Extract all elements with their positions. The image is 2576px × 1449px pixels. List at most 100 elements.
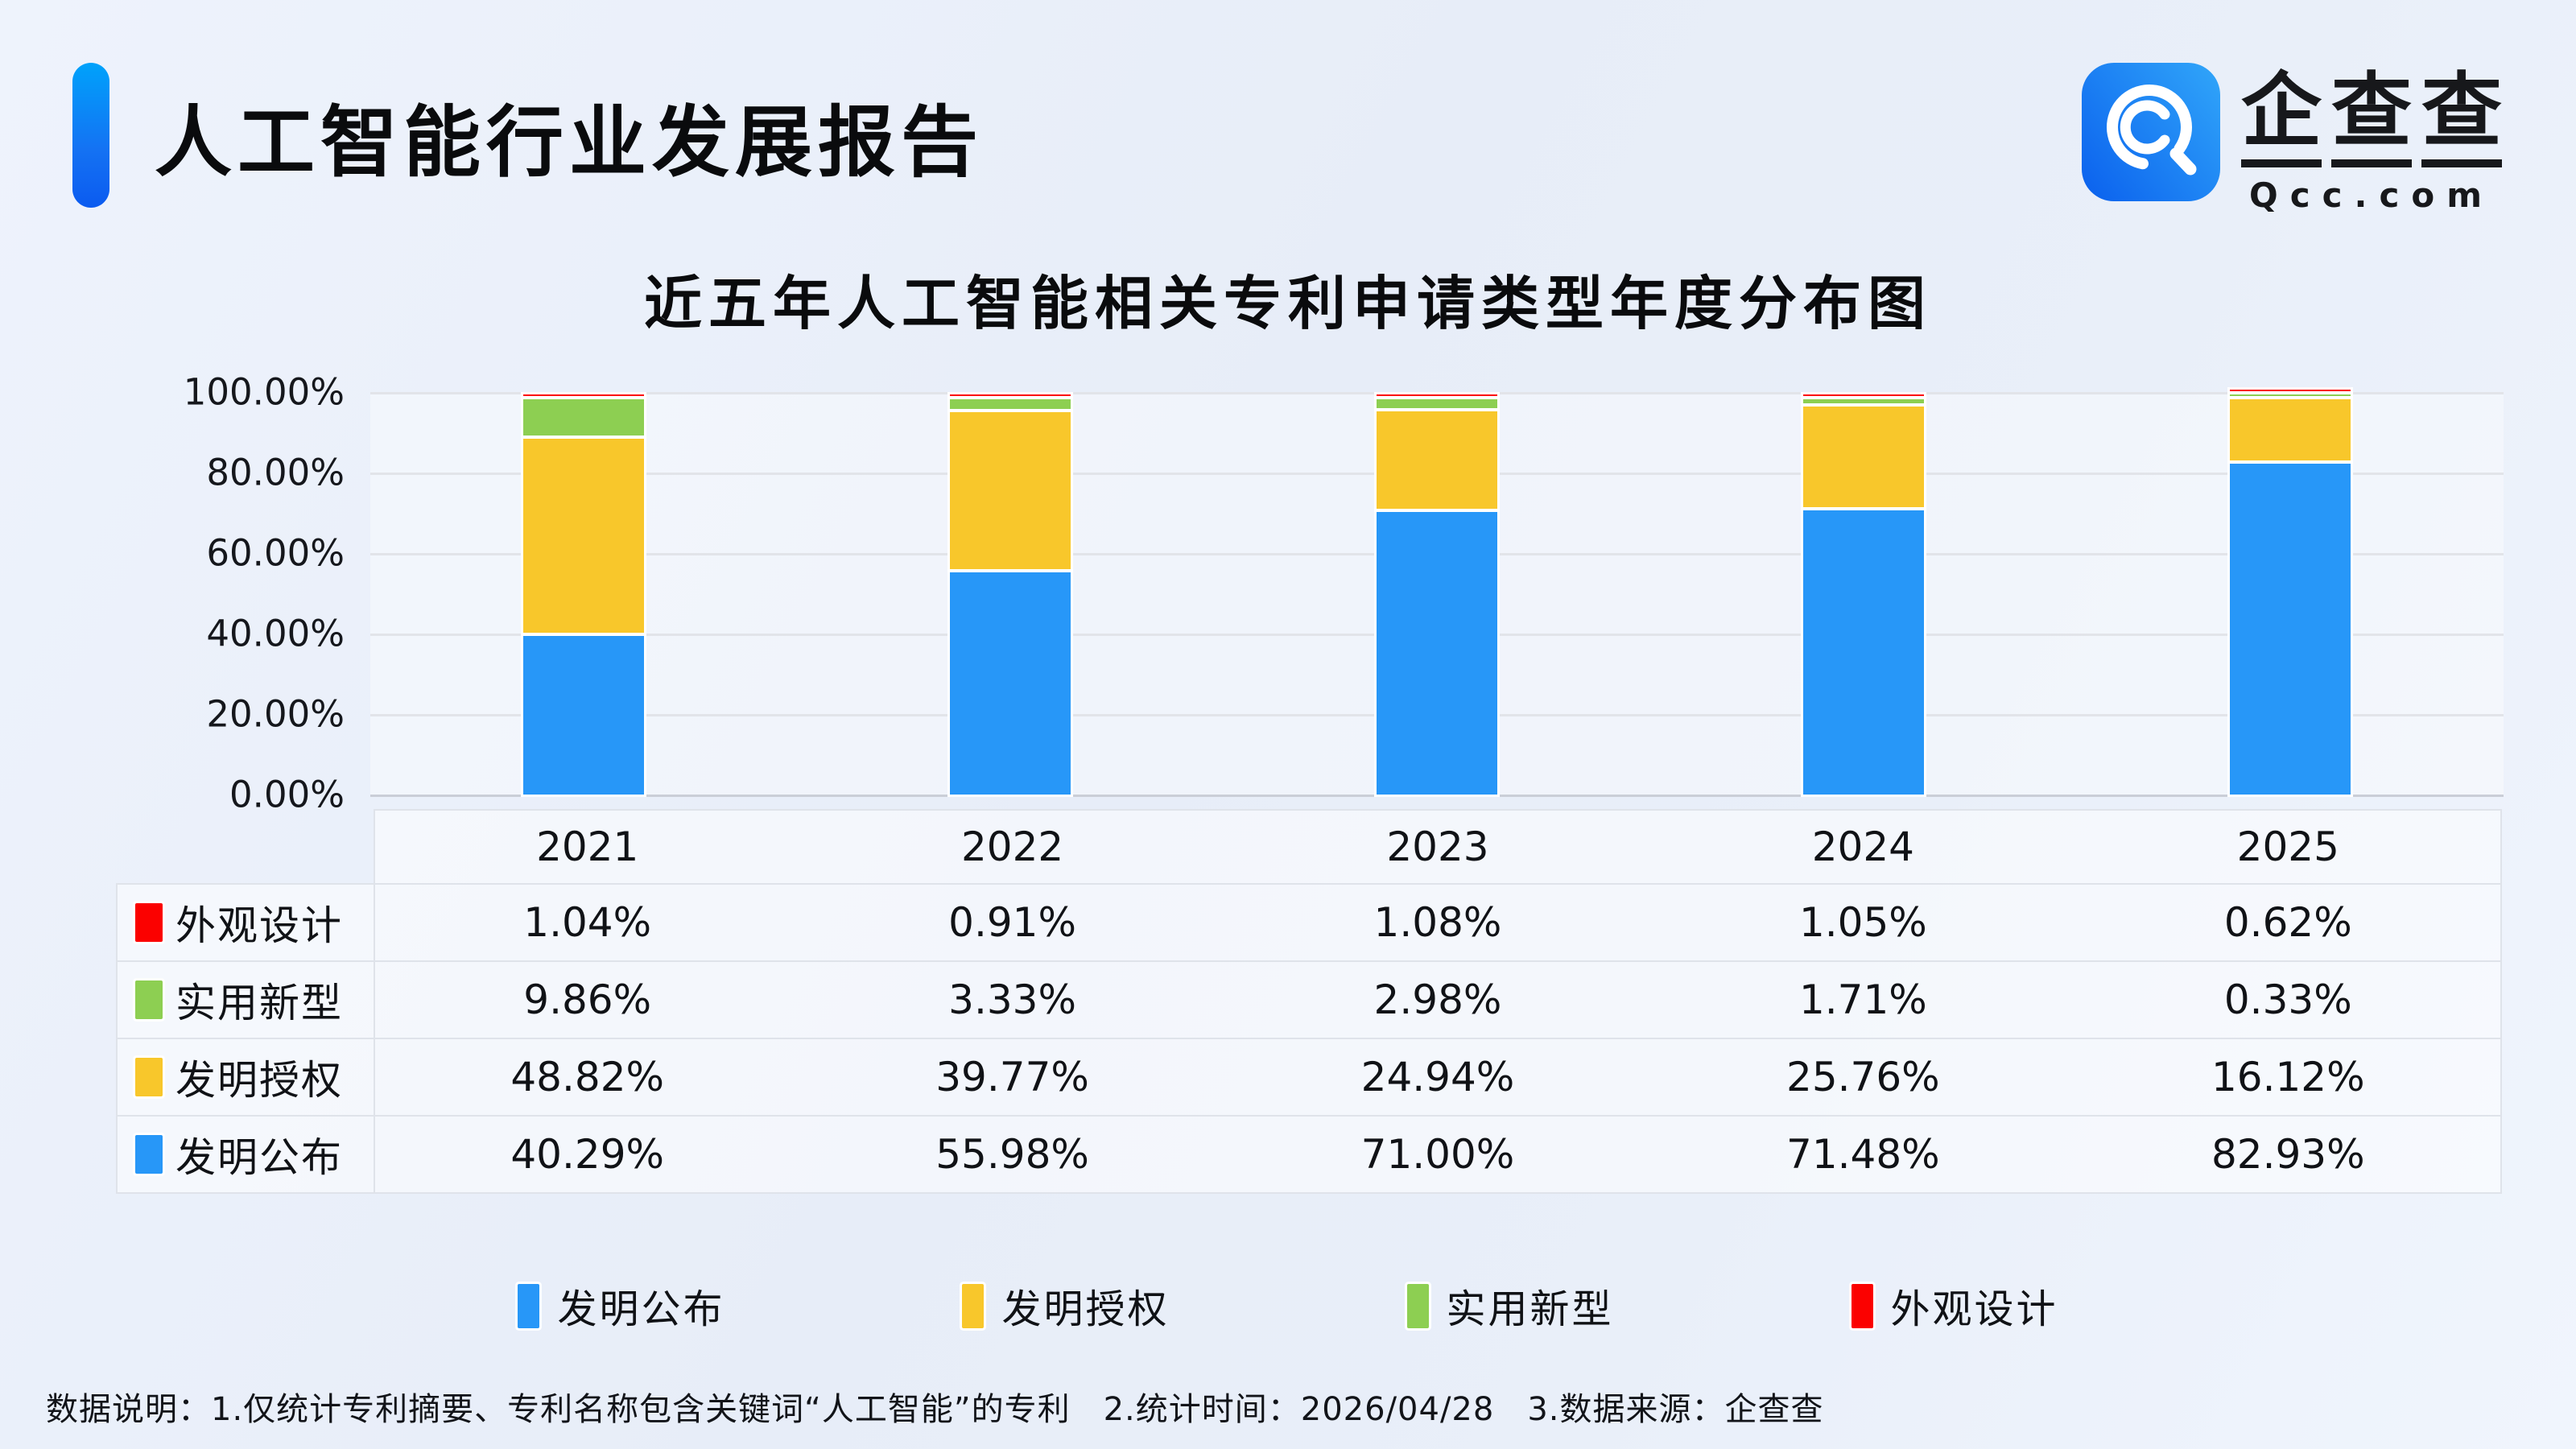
table-value-cell: 39.77% bbox=[799, 1038, 1225, 1117]
bar-segment bbox=[1377, 399, 1497, 409]
qcc-logo-cn-char: 查 bbox=[2421, 68, 2502, 167]
series-color-swatch bbox=[135, 1135, 163, 1174]
bar-segment bbox=[2230, 464, 2351, 795]
legend-color-swatch bbox=[962, 1284, 985, 1328]
bar-segment bbox=[1377, 394, 1497, 397]
table-row: 发明授权 48.82% 39.77% 24.94% 25.76% 16.12% bbox=[116, 1038, 2503, 1117]
table-year-header: 2023 bbox=[1224, 809, 1651, 885]
legend-label: 发明公布 bbox=[557, 1286, 725, 1332]
bar-segment bbox=[2230, 389, 2351, 391]
series-color-swatch bbox=[135, 980, 163, 1019]
table-value-cell: 24.94% bbox=[1224, 1038, 1651, 1117]
table-value-cell: 55.98% bbox=[799, 1115, 1225, 1194]
series-label: 外观设计 bbox=[175, 902, 343, 949]
bar-slot-2023 bbox=[1224, 392, 1650, 795]
bar-slot-2025 bbox=[2077, 389, 2504, 795]
bar-segment bbox=[2230, 398, 2351, 461]
legend-item: 实用新型 bbox=[1406, 1278, 1614, 1335]
series-label: 发明授权 bbox=[175, 1057, 343, 1104]
bar-slot-2021 bbox=[370, 392, 797, 795]
table-year-header: 2022 bbox=[799, 809, 1225, 885]
table-value-cell: 71.00% bbox=[1224, 1115, 1651, 1194]
legend-label: 实用新型 bbox=[1446, 1286, 1614, 1332]
table-row: 发明公布 40.29% 55.98% 71.00% 71.48% 82.93% bbox=[116, 1115, 2503, 1194]
bar-segment bbox=[2230, 394, 2351, 396]
qcc-logo-en: Qcc.com bbox=[2249, 175, 2494, 215]
gridline bbox=[370, 795, 2504, 797]
y-axis-tick-label: 20.00% bbox=[206, 692, 345, 736]
table-value-cell: 1.04% bbox=[373, 883, 800, 962]
y-axis-tick-label: 60.00% bbox=[206, 531, 345, 575]
table-value-cell: 1.71% bbox=[1650, 960, 2076, 1039]
bar-segment bbox=[950, 572, 1071, 795]
series-color-swatch bbox=[135, 1058, 163, 1096]
table-value-cell: 0.33% bbox=[2075, 960, 2503, 1039]
table-row-header: 发明授权 bbox=[116, 1038, 374, 1117]
bar-segment bbox=[523, 399, 644, 436]
chart-area: 100.00% 80.00% 60.00% 40.00% 20.00% 0.00% bbox=[36, 371, 2504, 816]
table-year-header: 2021 bbox=[373, 809, 800, 885]
bar-segment bbox=[1377, 411, 1497, 509]
data-table-wrap: 2021 2022 2023 2024 2025 外观设计 1.04% 0.91% 1.08%… bbox=[116, 809, 2503, 1194]
table-header-row: 2021 2022 2023 2024 2025 bbox=[117, 809, 2503, 885]
y-axis-tick-label: 0.00% bbox=[229, 773, 345, 816]
table-value-cell: 48.82% bbox=[373, 1038, 800, 1117]
stacked-bar-2021 bbox=[523, 394, 644, 795]
series-label: 实用新型 bbox=[175, 980, 343, 1026]
table-row-header: 实用新型 bbox=[116, 960, 374, 1039]
table-row: 外观设计 1.04% 0.91% 1.08% 1.05% 0.62% bbox=[116, 883, 2503, 962]
bars bbox=[370, 389, 2504, 795]
bar-segment bbox=[1377, 512, 1497, 795]
title-accent-bar bbox=[72, 63, 109, 208]
bar-segment bbox=[523, 635, 644, 795]
bar-segment bbox=[1803, 394, 1924, 397]
gridline bbox=[370, 392, 2504, 394]
y-axis-tick-label: 80.00% bbox=[206, 451, 345, 494]
table-value-cell: 40.29% bbox=[373, 1115, 800, 1194]
bar-segment bbox=[1803, 406, 1924, 507]
data-table: 2021 2022 2023 2024 2025 外观设计 1.04% 0.91% 1.08%… bbox=[116, 809, 2503, 1194]
legend-color-swatch bbox=[1851, 1284, 1873, 1328]
legend-label: 发明授权 bbox=[1001, 1286, 1170, 1332]
legend-color-swatch bbox=[518, 1284, 540, 1328]
qcc-logo: 企查查 Qcc.com bbox=[2082, 63, 2502, 215]
table-value-cell: 1.08% bbox=[1224, 883, 1651, 962]
table-value-cell: 82.93% bbox=[2075, 1115, 2503, 1194]
table-row-header: 发明公布 bbox=[116, 1115, 374, 1194]
table-value-cell: 71.48% bbox=[1650, 1115, 2076, 1194]
header: 人工智能行业发展报告 企查查 Qcc.com bbox=[0, 0, 2576, 216]
series-color-swatch bbox=[135, 903, 163, 942]
table-row: 实用新型 9.86% 3.33% 2.98% 1.71% 0.33% bbox=[116, 960, 2503, 1039]
bar-segment bbox=[950, 394, 1071, 396]
series-label: 发明公布 bbox=[175, 1134, 343, 1181]
table-value-cell: 9.86% bbox=[373, 960, 800, 1039]
legend-item: 外观设计 bbox=[1851, 1278, 2058, 1335]
plot-area bbox=[370, 389, 2504, 797]
table-value-cell: 25.76% bbox=[1650, 1038, 2076, 1117]
table-value-cell: 2.98% bbox=[1224, 960, 1651, 1039]
qcc-logo-icon bbox=[2082, 63, 2220, 201]
y-axis-tick-label: 40.00% bbox=[206, 612, 345, 655]
bar-slot-2022 bbox=[797, 392, 1224, 795]
stacked-bar-2022 bbox=[950, 394, 1071, 795]
qcc-logo-cn: 企查查 bbox=[2241, 68, 2502, 167]
table-corner-cell bbox=[117, 810, 374, 884]
bar-segment bbox=[950, 412, 1071, 570]
qcc-logo-cn-char: 查 bbox=[2331, 68, 2412, 167]
table-value-cell: 0.91% bbox=[799, 883, 1225, 962]
qcc-logo-cn-char: 企 bbox=[2241, 68, 2322, 167]
table-value-cell: 3.33% bbox=[799, 960, 1225, 1039]
stacked-bar-2025 bbox=[2230, 389, 2351, 795]
legend-color-swatch bbox=[1406, 1284, 1429, 1328]
table-value-cell: 16.12% bbox=[2075, 1038, 2503, 1117]
y-axis-tick-label: 100.00% bbox=[183, 370, 345, 414]
stacked-bar-2023 bbox=[1377, 394, 1497, 795]
header-title-group: 人工智能行业发展报告 bbox=[72, 63, 984, 208]
bar-segment bbox=[1803, 510, 1924, 795]
page-title: 人工智能行业发展报告 bbox=[155, 97, 984, 188]
bar-segment bbox=[523, 394, 644, 397]
stacked-bar-2024 bbox=[1803, 394, 1924, 795]
bar-segment bbox=[1803, 399, 1924, 403]
legend-item: 发明公布 bbox=[518, 1278, 724, 1335]
footer-note: 数据说明：1.仅统计专利摘要、专利名称包含关键词“人工智能”的专利 2.统计时间… bbox=[46, 1391, 1824, 1428]
